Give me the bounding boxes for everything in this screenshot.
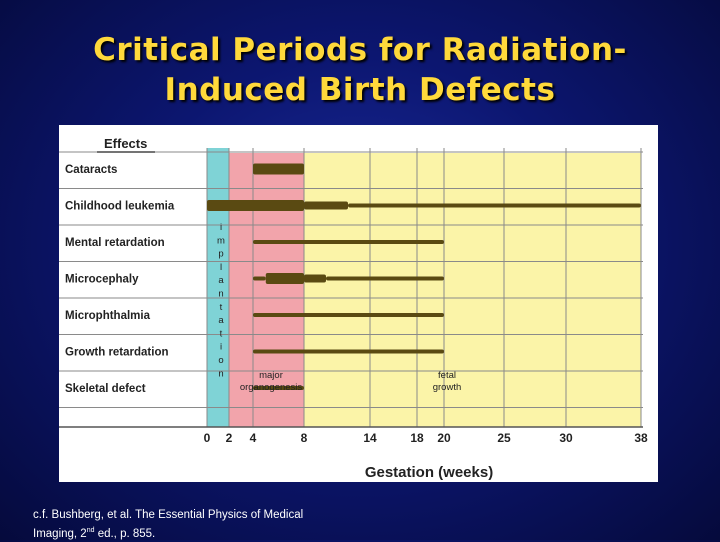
citation-line-2: Imaging, 2nd ed., p. 855. — [33, 523, 393, 542]
x-tick-label: 4 — [250, 431, 257, 445]
x-tick-label: 14 — [363, 431, 377, 445]
implantation-letter: p — [218, 249, 223, 260]
implantation-letter: l — [220, 262, 222, 273]
organogenesis-label-1: major — [259, 370, 283, 381]
effect-bar — [348, 203, 641, 208]
effect-bar — [253, 276, 266, 281]
region-2 — [229, 153, 304, 427]
implantation-letter: t — [220, 302, 223, 313]
implantation-letter: t — [220, 328, 223, 339]
implantation-letter: i — [220, 222, 222, 233]
implantation-letter: a — [218, 275, 224, 286]
x-tick-label: 8 — [301, 431, 308, 445]
x-tick-label: 2 — [226, 431, 233, 445]
effect-bar — [265, 273, 304, 284]
citation-line-2-text: Imaging, 2 — [33, 527, 87, 540]
effect-bar — [253, 163, 304, 175]
citation-caption: c.f. Bushberg, et al. The Essential Phys… — [33, 507, 393, 542]
x-tick-label: 20 — [437, 431, 451, 445]
slide-title-line-1: Critical Periods for Radiation- — [93, 32, 627, 68]
fetal-label-2: growth — [433, 382, 462, 393]
x-tick-label: 18 — [410, 431, 424, 445]
effect-label: Childhood leukemia — [65, 201, 175, 213]
citation-line-1: c.f. Bushberg, et al. The Essential Phys… — [33, 509, 304, 521]
x-tick-label: 0 — [204, 431, 211, 445]
implantation-letter: i — [220, 342, 222, 353]
fetal-label-1: fetal — [438, 370, 456, 381]
implantation-letter: n — [218, 368, 223, 379]
x-tick-label: 30 — [559, 431, 573, 445]
effect-label: Growth retardation — [65, 347, 169, 359]
slide-title: Critical Periods for Radiation- Induced … — [0, 30, 720, 110]
effect-label: Microphthalmia — [65, 310, 151, 322]
slide-title-line-2: Induced Birth Defects — [164, 72, 556, 108]
effect-label: Cataracts — [65, 164, 117, 176]
x-tick-label: 25 — [497, 431, 511, 445]
implantation-letter: m — [217, 235, 225, 246]
x-tick-label: 38 — [634, 431, 648, 445]
effect-label: Skeletal defect — [65, 383, 146, 395]
effects-header: Effects — [104, 136, 147, 151]
effect-bar — [207, 200, 304, 211]
effect-bar — [253, 349, 444, 354]
organogenesis-label-2: organogenesis — [240, 382, 303, 393]
effect-bar — [253, 240, 444, 244]
effect-label: Mental retardation — [65, 237, 165, 249]
effect-bar — [304, 201, 348, 210]
x-axis-label: Gestation (weeks) — [365, 464, 493, 481]
citation-line-2-end: ed., p. 855. — [94, 527, 156, 540]
effect-bar — [304, 274, 326, 283]
region-3 — [304, 153, 641, 427]
implantation-letter: o — [218, 355, 223, 366]
citation-superscript: nd — [86, 527, 95, 534]
implantation-letter: a — [218, 315, 224, 326]
region-1 — [207, 148, 229, 427]
chart-figure: Effects Cataracts Childhood leukemia Mental… — [59, 125, 658, 482]
implantation-letter: n — [218, 289, 223, 300]
effect-label: Microcephaly — [65, 274, 139, 286]
effect-bar — [253, 386, 304, 390]
effect-bar — [253, 313, 444, 317]
effect-bar — [326, 276, 444, 281]
gestation-chart: Effects Cataracts Childhood leukemia Mental… — [59, 136, 648, 481]
